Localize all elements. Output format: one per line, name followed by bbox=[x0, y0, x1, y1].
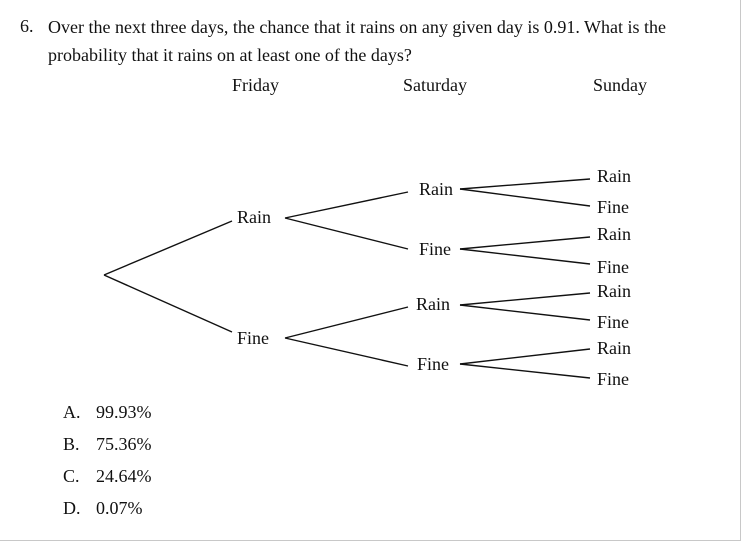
option-text: 0.07% bbox=[96, 498, 143, 518]
option-text: 75.36% bbox=[96, 434, 152, 454]
question-text-line-1: Over the next three days, the chance tha… bbox=[48, 17, 666, 37]
branch-rain-to-fine bbox=[284, 217, 409, 250]
branch-root-to-friday-fine bbox=[103, 274, 233, 333]
branch-sat-fine2-to-sun-rain bbox=[459, 348, 591, 365]
option-letter: C. bbox=[63, 466, 80, 486]
answer-option-d[interactable]: D. 0.07% bbox=[63, 498, 152, 530]
branch-sat-rain1-to-sun-fine bbox=[459, 188, 591, 207]
node-friday-fine: Fine bbox=[237, 328, 270, 348]
node-saturday-fine-1: Fine bbox=[419, 239, 452, 259]
day-header-saturday: Saturday bbox=[403, 75, 467, 95]
option-text: 24.64% bbox=[96, 466, 152, 486]
node-saturday-rain-1: Rain bbox=[419, 179, 453, 199]
node-saturday-fine-2: Fine bbox=[417, 354, 450, 374]
option-letter: A. bbox=[63, 402, 81, 422]
branch-root-to-friday-rain bbox=[103, 220, 233, 276]
branch-sat-fine1-to-sun-fine bbox=[459, 248, 591, 265]
answer-option-b[interactable]: B. 75.36% bbox=[63, 434, 152, 466]
day-header-sunday: Sunday bbox=[593, 75, 647, 95]
branch-rain-to-rain bbox=[284, 191, 409, 219]
branch-fine-to-rain bbox=[284, 306, 409, 339]
option-text: 99.93% bbox=[96, 402, 152, 422]
branch-sat-rain1-to-sun-rain bbox=[459, 178, 591, 190]
branch-sat-fine1-to-sun-rain bbox=[459, 236, 591, 250]
node-sunday-fine-4: Fine bbox=[597, 369, 630, 389]
question-number: 6. bbox=[20, 16, 34, 36]
node-friday-rain: Rain bbox=[237, 207, 271, 227]
node-sunday-rain-3: Rain bbox=[597, 281, 631, 301]
node-sunday-fine-2: Fine bbox=[597, 257, 630, 277]
branch-sat-fine2-to-sun-fine bbox=[459, 363, 591, 379]
node-saturday-rain-2: Rain bbox=[416, 294, 450, 314]
node-sunday-rain-4: Rain bbox=[597, 338, 631, 358]
node-sunday-rain-2: Rain bbox=[597, 224, 631, 244]
option-letter: B. bbox=[63, 434, 80, 454]
option-letter: D. bbox=[63, 498, 81, 518]
day-header-friday: Friday bbox=[232, 75, 279, 95]
node-sunday-rain-1: Rain bbox=[597, 166, 631, 186]
branch-sat-rain2-to-sun-fine bbox=[459, 304, 591, 321]
answer-option-c[interactable]: C. 24.64% bbox=[63, 466, 152, 498]
node-sunday-fine-3: Fine bbox=[597, 312, 630, 332]
answer-options: A. 99.93% B. 75.36% C. 24.64% D. 0.07% bbox=[63, 402, 152, 530]
branch-fine-to-fine bbox=[284, 337, 409, 367]
branch-sat-rain2-to-sun-rain bbox=[459, 292, 591, 306]
answer-option-a[interactable]: A. 99.93% bbox=[63, 402, 152, 434]
node-sunday-fine-1: Fine bbox=[597, 197, 630, 217]
question-text-line-2: probability that it rains on at least on… bbox=[48, 45, 412, 65]
